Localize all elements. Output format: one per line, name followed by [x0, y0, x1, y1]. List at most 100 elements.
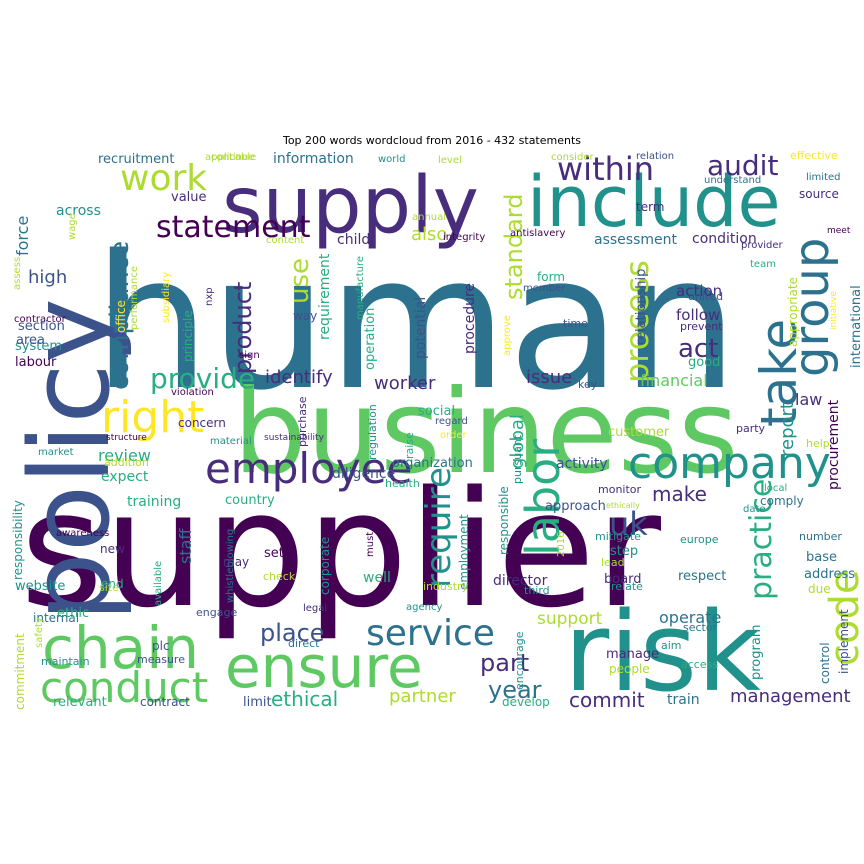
- word-mitigate: mitigate: [595, 530, 641, 543]
- word-customer: customer: [608, 425, 670, 440]
- word-comply: comply: [760, 494, 804, 508]
- word-prevent: prevent: [680, 320, 723, 333]
- word-safety: safety: [34, 617, 45, 648]
- word-due: due: [808, 582, 831, 596]
- word-level: level: [438, 155, 462, 166]
- word-provide: provide: [150, 362, 255, 395]
- word-limit: limit: [243, 695, 272, 710]
- word-material: material: [210, 436, 252, 447]
- word-information: information: [273, 151, 354, 167]
- word-consider: consider: [551, 152, 594, 163]
- word-world: world: [378, 154, 406, 165]
- word-performance: performance: [129, 266, 140, 330]
- word-use: use: [285, 258, 315, 304]
- word-code: code: [822, 570, 864, 666]
- word-potential: potential: [413, 297, 429, 359]
- word-labour: labour: [15, 355, 57, 370]
- word-program: program: [749, 625, 764, 681]
- word-social: social: [418, 404, 455, 419]
- word-labor: labor: [516, 439, 570, 556]
- word-europe: europe: [680, 533, 719, 546]
- word-number: number: [799, 530, 842, 543]
- word-set: set: [264, 546, 284, 561]
- word-people: people: [609, 662, 650, 676]
- word-system: system: [15, 339, 62, 354]
- word-follow: follow: [676, 306, 720, 324]
- word-conduct: conduct: [40, 663, 208, 712]
- word-industry: industry: [423, 580, 469, 593]
- word-member: member: [523, 283, 566, 294]
- word-corporate: corporate: [318, 537, 332, 595]
- word-local: local: [764, 483, 787, 494]
- word-global: global: [507, 414, 528, 469]
- word-supply: supply: [222, 161, 479, 251]
- word-date: date: [743, 504, 766, 515]
- word-website: website: [15, 579, 65, 594]
- word-effective: effective: [790, 149, 838, 162]
- word-pursuant: pursuant: [511, 434, 524, 484]
- word-third: third: [524, 584, 550, 597]
- word-requirement: requirement: [317, 253, 333, 340]
- word-act: act: [678, 334, 718, 364]
- word-whistleblowing: whistleblowing: [225, 529, 236, 603]
- word-order: order: [440, 430, 468, 441]
- word-meet: meet: [827, 226, 851, 236]
- word-compliance: compliance: [105, 241, 135, 390]
- word-area: area: [16, 333, 45, 348]
- word-commit: commit: [569, 688, 645, 712]
- word-procedure: procedure: [462, 283, 478, 354]
- word-office: office: [114, 300, 128, 333]
- word-require: require: [419, 467, 459, 588]
- word-recruitment: recruitment: [98, 152, 175, 167]
- word-contractor: contractor: [14, 314, 67, 325]
- word-train: train: [667, 692, 700, 708]
- word-place: place: [260, 619, 325, 647]
- word-well: well: [363, 570, 391, 586]
- word-manufacture: manufacture: [355, 256, 366, 320]
- word-assessment: assessment: [594, 232, 677, 248]
- word-2016: 2016: [556, 532, 567, 557]
- word-plc: plc: [152, 639, 170, 653]
- word-financial: financial: [640, 371, 708, 390]
- word-contract: contract: [140, 695, 190, 709]
- word-assess: assess: [12, 257, 23, 290]
- word-international: international: [849, 285, 864, 368]
- word-nxp: nxp: [204, 287, 215, 306]
- word-approach: approach: [545, 499, 606, 514]
- word-employment: employment: [457, 514, 471, 590]
- word-procurement: procurement: [826, 399, 842, 490]
- word-operate: operate: [659, 608, 721, 627]
- word-training: training: [127, 494, 181, 510]
- word-end: end: [101, 577, 124, 591]
- word-value: value: [171, 190, 207, 205]
- word-form: form: [537, 270, 565, 284]
- word-organization: organization: [392, 456, 473, 471]
- chart-title: Top 200 words wordcloud from 2016 - 432 …: [282, 134, 582, 147]
- word-good: good: [688, 355, 720, 370]
- word-united: united: [688, 290, 723, 303]
- word-commitment: commitment: [13, 633, 27, 710]
- word-sector: sector: [683, 621, 718, 634]
- word-ethically: ethically: [606, 501, 640, 510]
- word-ethical: ethical: [271, 687, 338, 711]
- word-approve: approve: [502, 315, 513, 356]
- word-work: work: [120, 158, 207, 199]
- word-sustainability: sustainability: [264, 433, 325, 443]
- word-responsibility: responsibility: [11, 500, 25, 580]
- word-human: human: [93, 215, 738, 431]
- word-relate: relate: [611, 580, 643, 593]
- word-diligence: diligence: [332, 466, 395, 482]
- word-standard: standard: [500, 194, 528, 300]
- word-sign: sign: [239, 350, 260, 361]
- word-board: board: [604, 572, 642, 587]
- word-employee: employee: [205, 444, 412, 493]
- word-market: market: [38, 447, 74, 458]
- word-control: control: [818, 642, 832, 684]
- word-available: available: [153, 561, 164, 606]
- word-business: business: [233, 365, 739, 500]
- word-source: source: [799, 187, 839, 201]
- word-across: across: [56, 203, 101, 219]
- word-relation: relation: [636, 151, 674, 162]
- word-raise: raise: [403, 432, 416, 459]
